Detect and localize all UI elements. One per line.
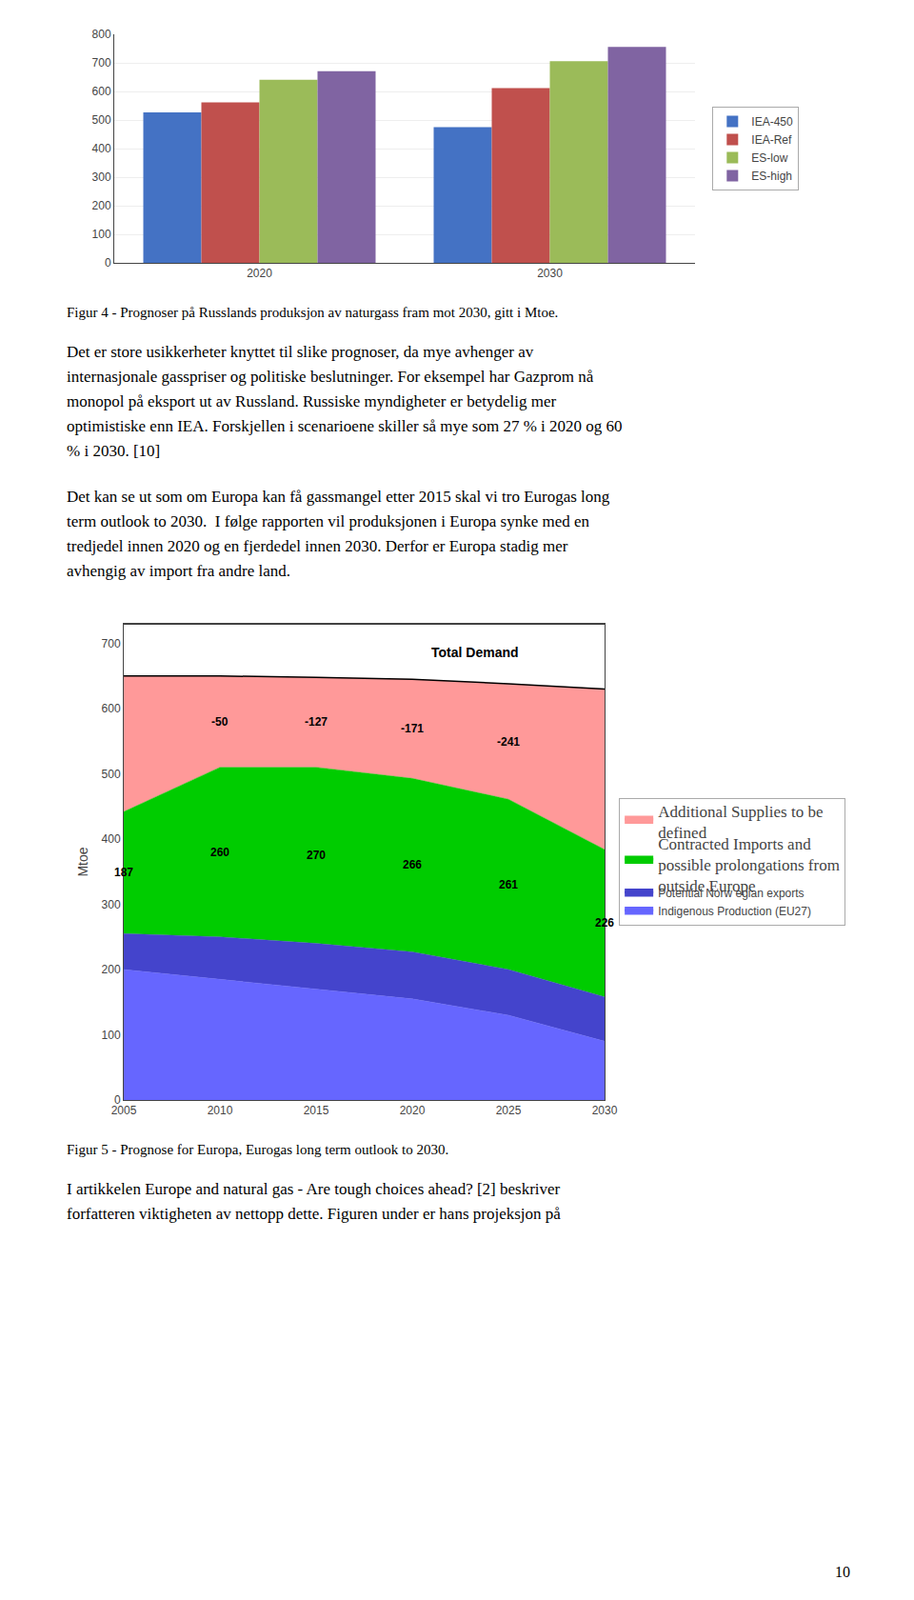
svg-text:700: 700: [92, 56, 112, 70]
svg-text:Indigenous Production (EU27): Indigenous Production (EU27): [657, 904, 812, 918]
svg-text:800: 800: [92, 27, 112, 41]
svg-text:2030: 2030: [536, 266, 563, 280]
svg-text:IEA-Ref: IEA-Ref: [751, 133, 793, 147]
svg-text:400: 400: [101, 832, 121, 846]
svg-text:200: 200: [101, 962, 121, 976]
svg-text:ES-low: ES-low: [751, 151, 788, 165]
svg-text:270: 270: [306, 848, 326, 862]
svg-text:2005: 2005: [111, 1103, 138, 1117]
svg-text:200: 200: [92, 198, 112, 213]
svg-text:260: 260: [210, 845, 230, 859]
svg-text:600: 600: [101, 701, 121, 716]
svg-text:-171: -171: [400, 721, 424, 736]
svg-text:-50: -50: [211, 715, 229, 729]
svg-text:Mtoe: Mtoe: [75, 846, 91, 876]
svg-text:226: 226: [595, 915, 615, 930]
svg-text:400: 400: [92, 141, 112, 156]
svg-text:ES-high: ES-high: [751, 169, 793, 183]
svg-text:500: 500: [92, 113, 112, 127]
svg-text:261: 261: [498, 877, 518, 892]
svg-text:Total Demand: Total Demand: [431, 644, 519, 660]
svg-text:187: 187: [114, 865, 134, 879]
svg-text:2020: 2020: [246, 266, 273, 280]
svg-text:2025: 2025: [496, 1103, 522, 1117]
svg-text:Potential Norw egian exports: Potential Norw egian exports: [657, 886, 804, 900]
svg-text:0: 0: [104, 256, 112, 270]
svg-text:-127: -127: [304, 715, 328, 729]
svg-text:2015: 2015: [303, 1103, 330, 1117]
svg-text:100: 100: [101, 1028, 121, 1042]
svg-text:IEA-450: IEA-450: [751, 115, 794, 129]
svg-text:2020: 2020: [399, 1103, 426, 1117]
svg-text:2010: 2010: [207, 1103, 234, 1117]
svg-text:600: 600: [92, 84, 112, 99]
svg-text:700: 700: [101, 636, 121, 651]
svg-text:300: 300: [92, 170, 112, 184]
svg-text:266: 266: [402, 857, 422, 872]
svg-text:100: 100: [92, 227, 112, 241]
svg-text:300: 300: [101, 897, 121, 912]
svg-text:-241: -241: [496, 735, 520, 749]
svg-text:500: 500: [101, 767, 121, 781]
svg-text:0: 0: [114, 1092, 121, 1107]
svg-text:2030: 2030: [592, 1103, 618, 1117]
